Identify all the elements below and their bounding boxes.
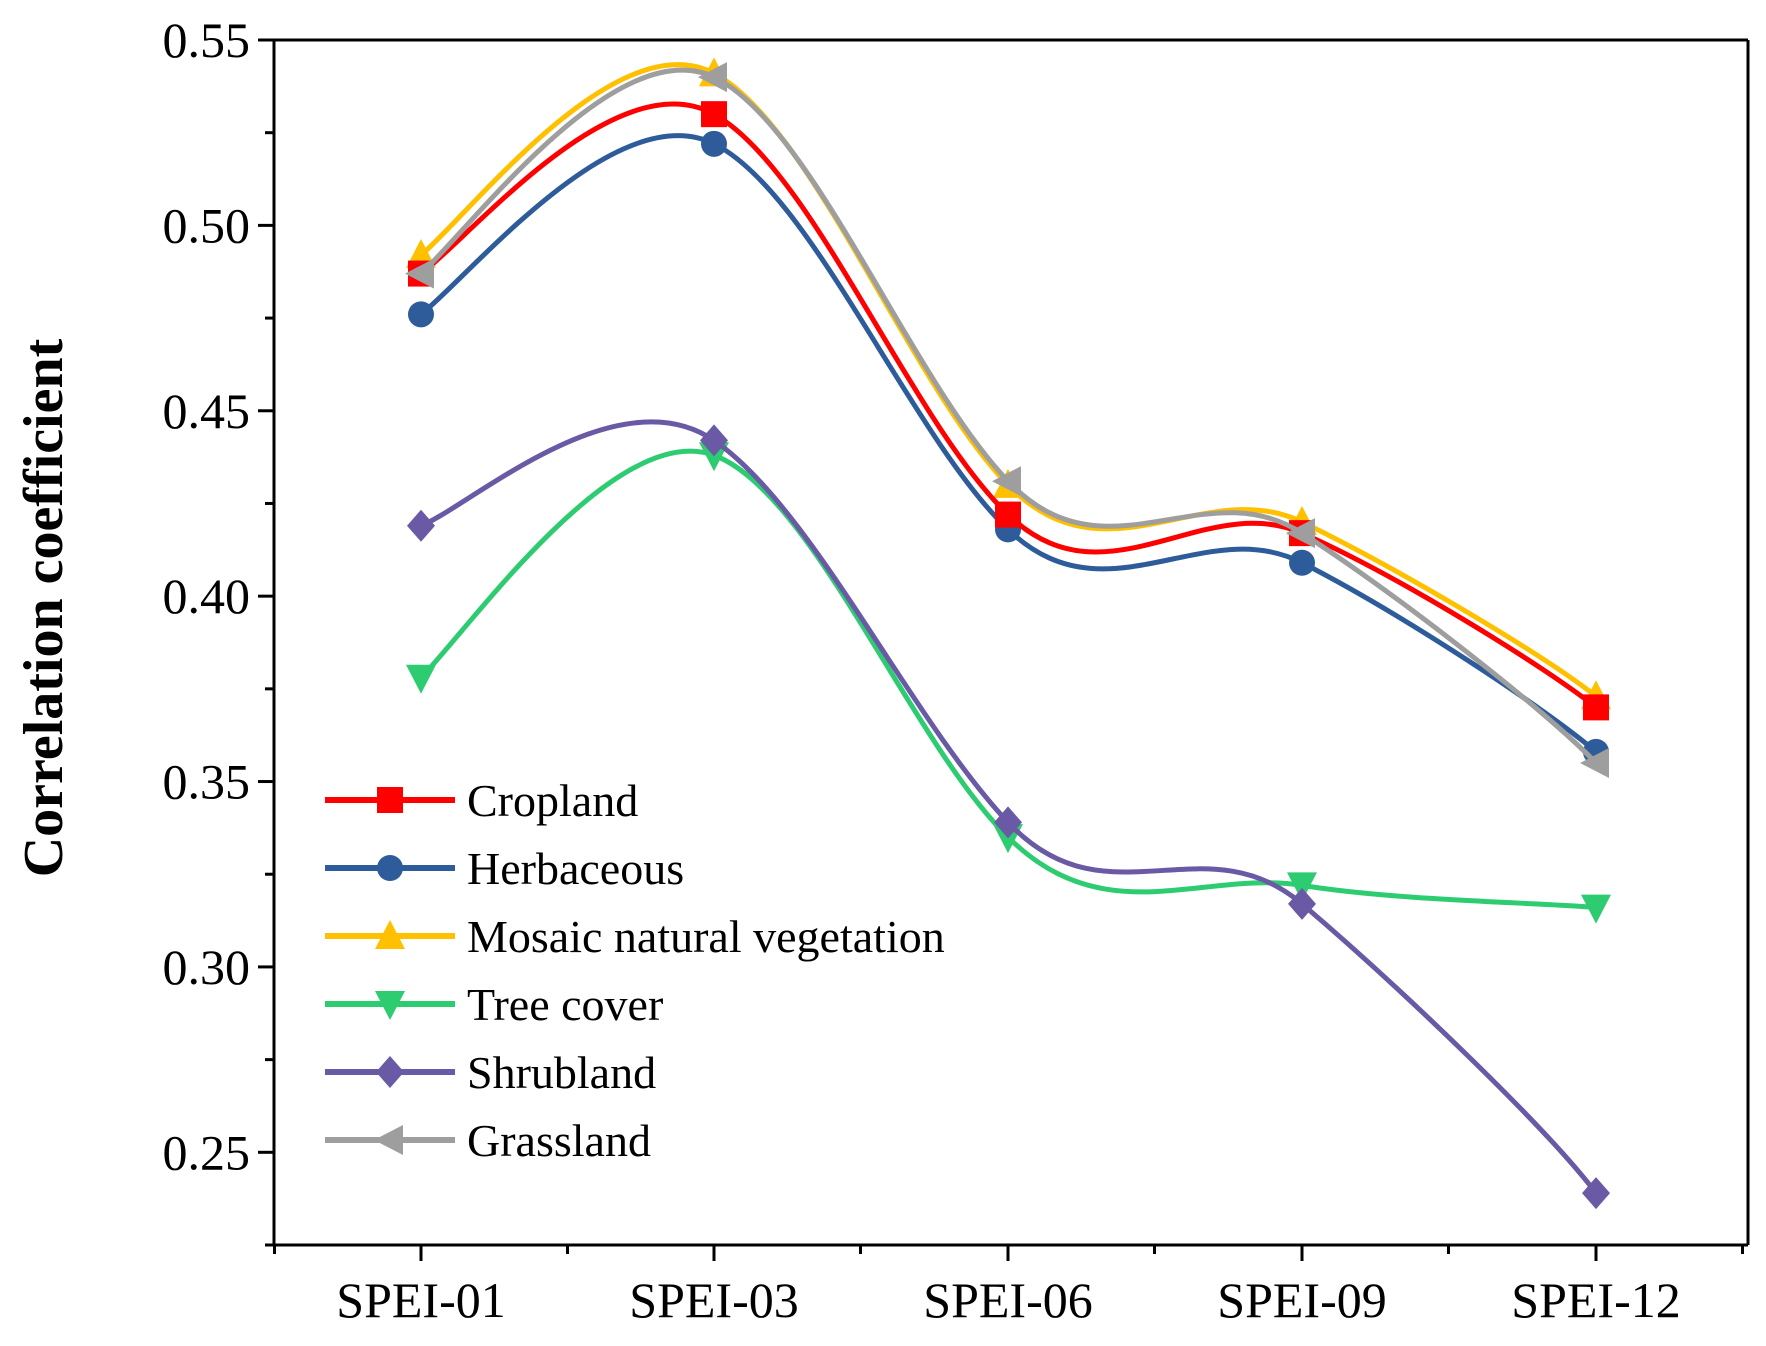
legend-marker-tree-cover xyxy=(375,991,405,1020)
legend-label-herbaceous: Herbaceous xyxy=(467,843,684,894)
data-point-herbaceous xyxy=(1289,549,1315,576)
data-point-cropland xyxy=(995,501,1021,528)
data-point-shrubland xyxy=(1582,1177,1610,1210)
y-tick-label: 0.55 xyxy=(163,12,251,68)
axes-layer: 0.25 0.30 0.35 0.40 0.45 0.50 0.55 SPEI-01 SPEI-… xyxy=(163,12,1744,1328)
x-tick-label: SPEI-01 xyxy=(336,1272,505,1328)
series-line-grassland xyxy=(419,67,1598,765)
legend-entry-shrubland: Shrubland xyxy=(325,1047,656,1098)
data-point-tree-cover xyxy=(699,442,729,472)
legend-entry-herbaceous: Herbaceous xyxy=(325,843,684,894)
legend-label-mosaic-natural-vegetation: Mosaic natural vegetation xyxy=(467,911,945,962)
data-point-shrubland xyxy=(994,806,1022,839)
data-point-shrubland xyxy=(700,424,728,457)
y-tick-label: 0.35 xyxy=(163,754,251,810)
data-point-grassland xyxy=(405,258,434,289)
y-tick-label: 0.25 xyxy=(163,1124,251,1180)
y-tick-label: 0.30 xyxy=(163,939,251,995)
data-point-cropland xyxy=(1583,694,1609,721)
y-tick-label: 0.50 xyxy=(163,197,251,253)
y-tick-label: 0.45 xyxy=(163,383,251,439)
legend-entry-cropland: Cropland xyxy=(325,775,638,826)
series-line-mosaic-natural-vegetation xyxy=(419,62,1598,699)
data-point-grassland xyxy=(1580,748,1609,778)
data-point-shrubland xyxy=(407,509,435,542)
legend-label-tree-cover: Tree cover xyxy=(467,979,663,1030)
data-point-tree-cover xyxy=(1287,872,1317,902)
series-shrubland xyxy=(407,419,1610,1210)
legend-entry-tree-cover: Tree cover xyxy=(325,979,663,1030)
legend-marker-grassland xyxy=(374,1125,403,1155)
x-tick-label: SPEI-12 xyxy=(1511,1272,1680,1328)
data-point-tree-cover xyxy=(406,664,436,694)
plot-frame xyxy=(272,38,1750,1247)
series-cropland xyxy=(408,101,1609,721)
legend-entry-mosaic-natural-vegetation: Mosaic natural vegetation xyxy=(325,911,945,962)
series-mosaic-natural-vegetation xyxy=(406,57,1611,710)
legend-marker-mosaic-natural-vegetation xyxy=(375,920,405,949)
x-tick-label: SPEI-03 xyxy=(629,1272,798,1328)
series-line-herbaceous xyxy=(419,133,1598,754)
data-point-herbaceous xyxy=(408,301,434,328)
x-tick-label: SPEI-09 xyxy=(1217,1272,1386,1328)
series-layer xyxy=(405,57,1611,1210)
data-point-grassland xyxy=(1286,518,1315,549)
data-point-tree-cover xyxy=(1581,894,1611,924)
series-line-tree-cover xyxy=(419,448,1597,911)
series-tree-cover xyxy=(406,442,1611,924)
legend-label-cropland: Cropland xyxy=(467,775,638,826)
legend: Cropland Herbaceous Mosaic natural vegetat… xyxy=(325,775,945,1166)
data-point-herbaceous xyxy=(701,130,727,157)
series-grassland xyxy=(405,62,1609,778)
y-tick-label: 0.40 xyxy=(163,568,251,624)
series-line-cropland xyxy=(419,101,1598,710)
legend-label-shrubland: Shrubland xyxy=(467,1047,656,1098)
y-axis-title: Correlation coefficient xyxy=(13,338,75,877)
legend-marker-cropland xyxy=(377,787,403,813)
data-point-grassland xyxy=(698,62,727,93)
legend-entry-grassland: Grassland xyxy=(325,1115,651,1166)
legend-label-grassland: Grassland xyxy=(467,1115,651,1166)
legend-marker-herbaceous xyxy=(377,855,403,881)
legend-marker-shrubland xyxy=(376,1056,404,1088)
data-point-grassland xyxy=(992,466,1021,497)
x-tick-label: SPEI-06 xyxy=(923,1272,1092,1328)
series-herbaceous xyxy=(408,130,1609,765)
data-point-shrubland xyxy=(1288,887,1316,920)
data-point-cropland xyxy=(701,101,727,128)
